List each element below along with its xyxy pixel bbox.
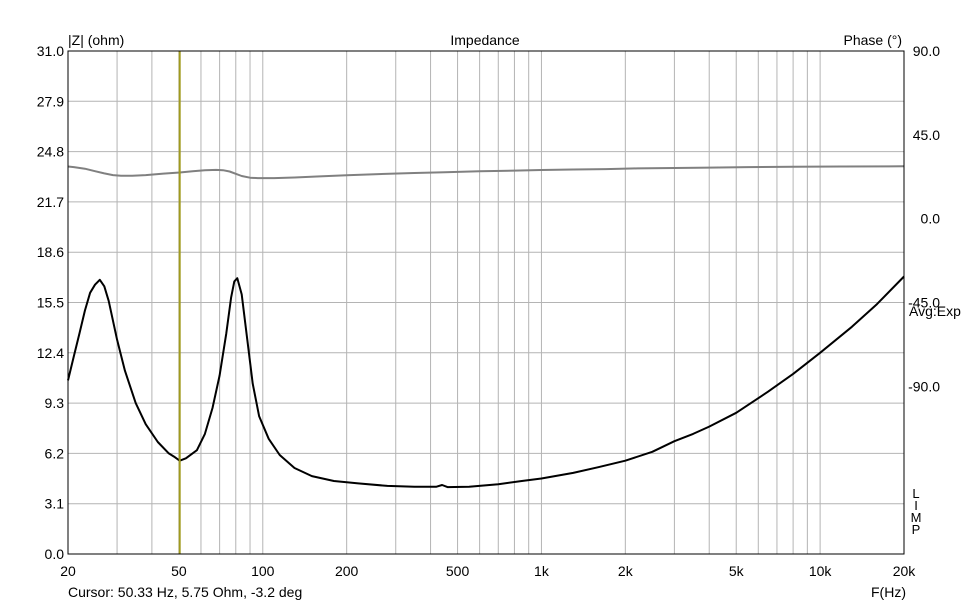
y-left-tick-label: 15.5 bbox=[37, 295, 64, 311]
x-tick-label: 50 bbox=[171, 563, 187, 579]
x-tick-label: 200 bbox=[335, 563, 359, 579]
y-left-tick-label: 9.3 bbox=[45, 395, 65, 411]
y-left-tick-label: 0.0 bbox=[45, 546, 65, 562]
y-left-tick-label: 21.7 bbox=[37, 194, 64, 210]
x-tick-label: 2k bbox=[618, 563, 634, 579]
axis-labels: 0.0 3.1 6.2 9.3 12.4 15.5 18.6 21.7 24.8 27.9 31.0… bbox=[37, 43, 940, 579]
x-tick-label: 10k bbox=[809, 563, 833, 579]
phase-curve bbox=[67, 165, 905, 180]
limp-letter: I bbox=[914, 498, 918, 513]
y-right-tick-label: 0.0 bbox=[921, 211, 941, 227]
grid bbox=[68, 51, 904, 554]
y-left-tick-label: 31.0 bbox=[37, 43, 64, 59]
y-left-tick-label: 6.2 bbox=[45, 445, 65, 461]
x-tick-label: 500 bbox=[446, 563, 470, 579]
y-left-tick-label: 3.1 bbox=[45, 496, 65, 512]
plot-frame bbox=[67, 50, 905, 555]
cursor-readout: Cursor: 50.33 Hz, 5.75 Ohm, -3.2 deg bbox=[68, 584, 303, 600]
x-tick-label: 1k bbox=[534, 563, 550, 579]
y-left-tick-label: 18.6 bbox=[37, 244, 64, 260]
y-right-tick-label: -90.0 bbox=[908, 378, 940, 394]
limp-letter: L bbox=[912, 486, 920, 501]
impedance-curve bbox=[67, 275, 905, 489]
x-tick-label: 20 bbox=[60, 563, 76, 579]
y-left-tick-label: 12.4 bbox=[37, 345, 64, 361]
curves bbox=[67, 165, 905, 489]
y-left-tick-label: 24.8 bbox=[37, 144, 64, 160]
limp-label: L I M P bbox=[910, 486, 922, 537]
y-right-tick-label: -45.0 bbox=[908, 295, 940, 311]
y-left-tick-label: 27.9 bbox=[37, 93, 64, 109]
left-axis-title: |Z| (ohm) bbox=[68, 32, 124, 48]
avg-annotation: Avg:Exp bbox=[909, 303, 961, 319]
x-axis-title: F(Hz) bbox=[871, 584, 906, 600]
chart-title: Impedance bbox=[450, 32, 519, 48]
x-tick-label: 100 bbox=[251, 563, 275, 579]
y-right-tick-label: 45.0 bbox=[913, 127, 940, 143]
limp-letter: M bbox=[910, 510, 922, 525]
right-axis-title: Phase (°) bbox=[843, 32, 902, 48]
x-tick-label: 20k bbox=[893, 563, 917, 579]
y-right-tick-label: 90.0 bbox=[913, 43, 940, 59]
limp-letter: P bbox=[911, 522, 921, 537]
x-tick-label: 5k bbox=[729, 563, 745, 579]
